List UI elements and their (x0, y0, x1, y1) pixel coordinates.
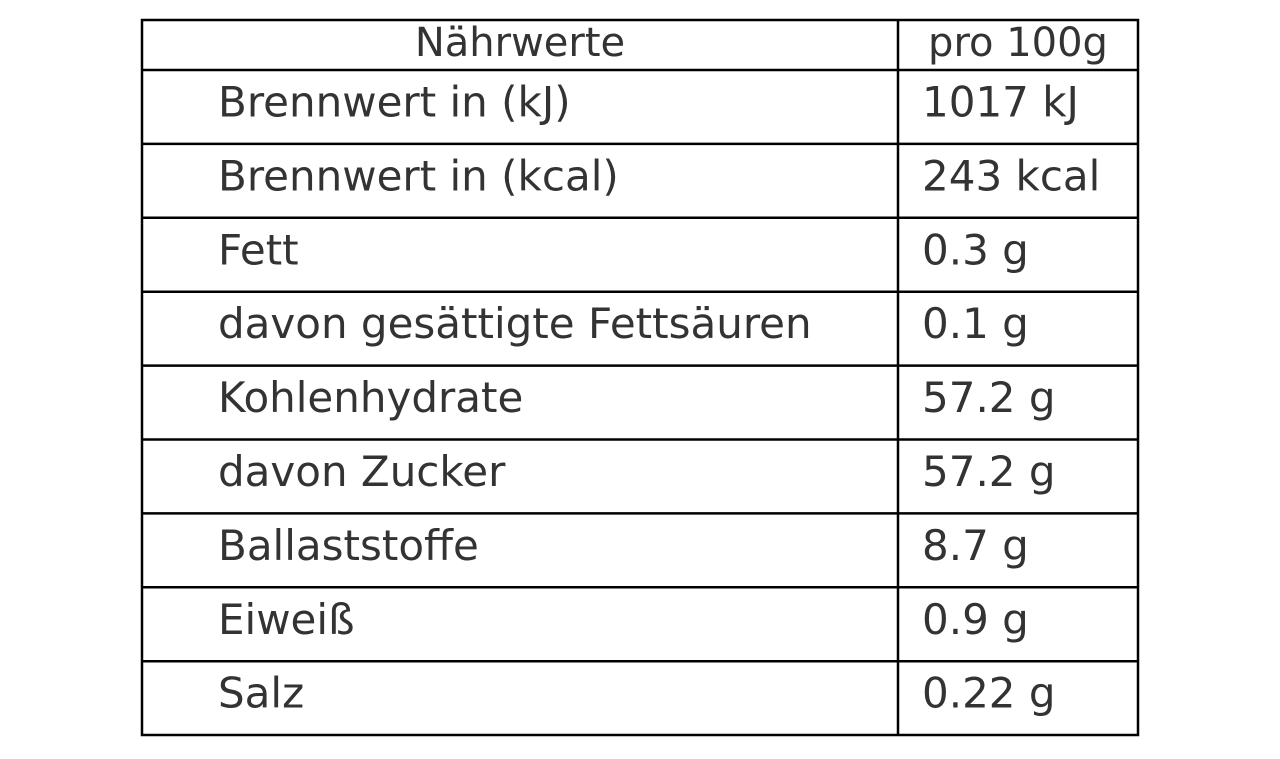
nutrient-label: Ballaststoffe (218, 521, 479, 570)
header-cell: Nährwerte (415, 20, 625, 66)
nutrient-label: Brennwert in (kcal) (218, 151, 619, 200)
nutrient-label: davon Zucker (218, 447, 506, 496)
nutrient-label: Kohlenhydrate (218, 373, 523, 422)
nutrient-label: Fett (218, 225, 299, 274)
nutrient-value: 1017 kJ (922, 77, 1079, 126)
nutrient-label: Brennwert in (kJ) (218, 77, 571, 126)
nutrient-value: 57.2 g (922, 373, 1056, 422)
nutrient-value: 8.7 g (922, 521, 1029, 570)
nutrient-value: 57.2 g (922, 447, 1056, 496)
nutrient-value: 243 kcal (922, 151, 1100, 200)
nutrient-label: Salz (218, 669, 304, 718)
nutrient-label: davon gesättigte Fettsäuren (218, 299, 812, 348)
nutrient-value: 0.9 g (922, 595, 1029, 644)
nutrient-label: Eiweiß (218, 595, 355, 644)
nutrient-value: 0.3 g (922, 225, 1029, 274)
table-border (140, 18, 1140, 737)
nutrient-value: 0.1 g (922, 299, 1029, 348)
nutrient-value: 0.22 g (922, 669, 1056, 718)
header-cell: pro 100g (928, 20, 1108, 66)
